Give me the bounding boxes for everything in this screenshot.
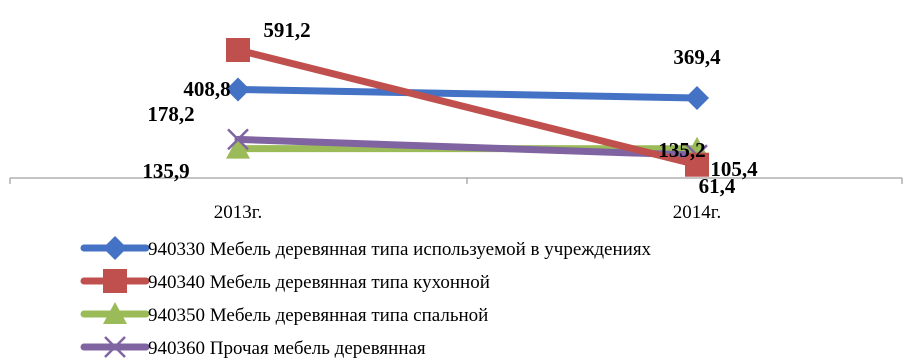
legend-item: 940340 Мебель деревянная типа кухонной — [80, 269, 490, 293]
legend-marker — [103, 302, 127, 324]
series-2-point-1 — [226, 38, 250, 63]
data-labels: 408,8 369,4 591,2 61,4 135,9 135,2 178,2 105,4 — [142, 18, 758, 198]
series-markers — [226, 38, 709, 177]
series-line-1 — [234, 85, 701, 102]
series-line-2 — [234, 46, 701, 169]
legend-item: 940360 Прочая мебель деревянная — [80, 336, 426, 359]
data-label: 408,8 — [183, 77, 230, 101]
data-label: 135,9 — [142, 159, 189, 183]
x-tick-label: 2014г. — [673, 202, 721, 223]
legend-label: 940340 Мебель деревянная типа кухонной — [148, 272, 490, 293]
data-label: 135,2 — [658, 138, 705, 162]
data-label: 591,2 — [263, 18, 310, 42]
series-lines — [234, 46, 701, 169]
x-tick-label: 2013г. — [214, 202, 262, 223]
legend: 940330 Мебель деревянная типа используем… — [80, 236, 652, 359]
legend-label: 940330 Мебель деревянная типа используем… — [148, 239, 652, 260]
data-label: 61,4 — [699, 174, 736, 198]
legend-marker — [103, 269, 127, 293]
data-label: 178,2 — [147, 102, 194, 126]
x-axis-ticks: 2013г. 2014г. — [9, 178, 903, 223]
legend-label: 940360 Прочая мебель деревянная — [148, 338, 426, 359]
series-4-point-1 — [227, 128, 249, 151]
series-1-point-2 — [685, 86, 709, 111]
legend-marker — [104, 336, 126, 358]
series-line-4 — [234, 135, 701, 159]
legend-marker — [103, 236, 127, 260]
data-label: 105,4 — [710, 157, 758, 181]
series-3-point-1 — [226, 136, 250, 159]
legend-label: 940350 Мебель деревянная типа спальной — [148, 305, 488, 326]
legend-item: 940330 Мебель деревянная типа используем… — [80, 236, 652, 260]
legend-item: 940350 Мебель деревянная типа спальной — [80, 302, 488, 326]
series-2-point-2 — [685, 152, 709, 177]
series-1-point-1 — [226, 77, 250, 102]
data-label: 369,4 — [673, 45, 721, 69]
